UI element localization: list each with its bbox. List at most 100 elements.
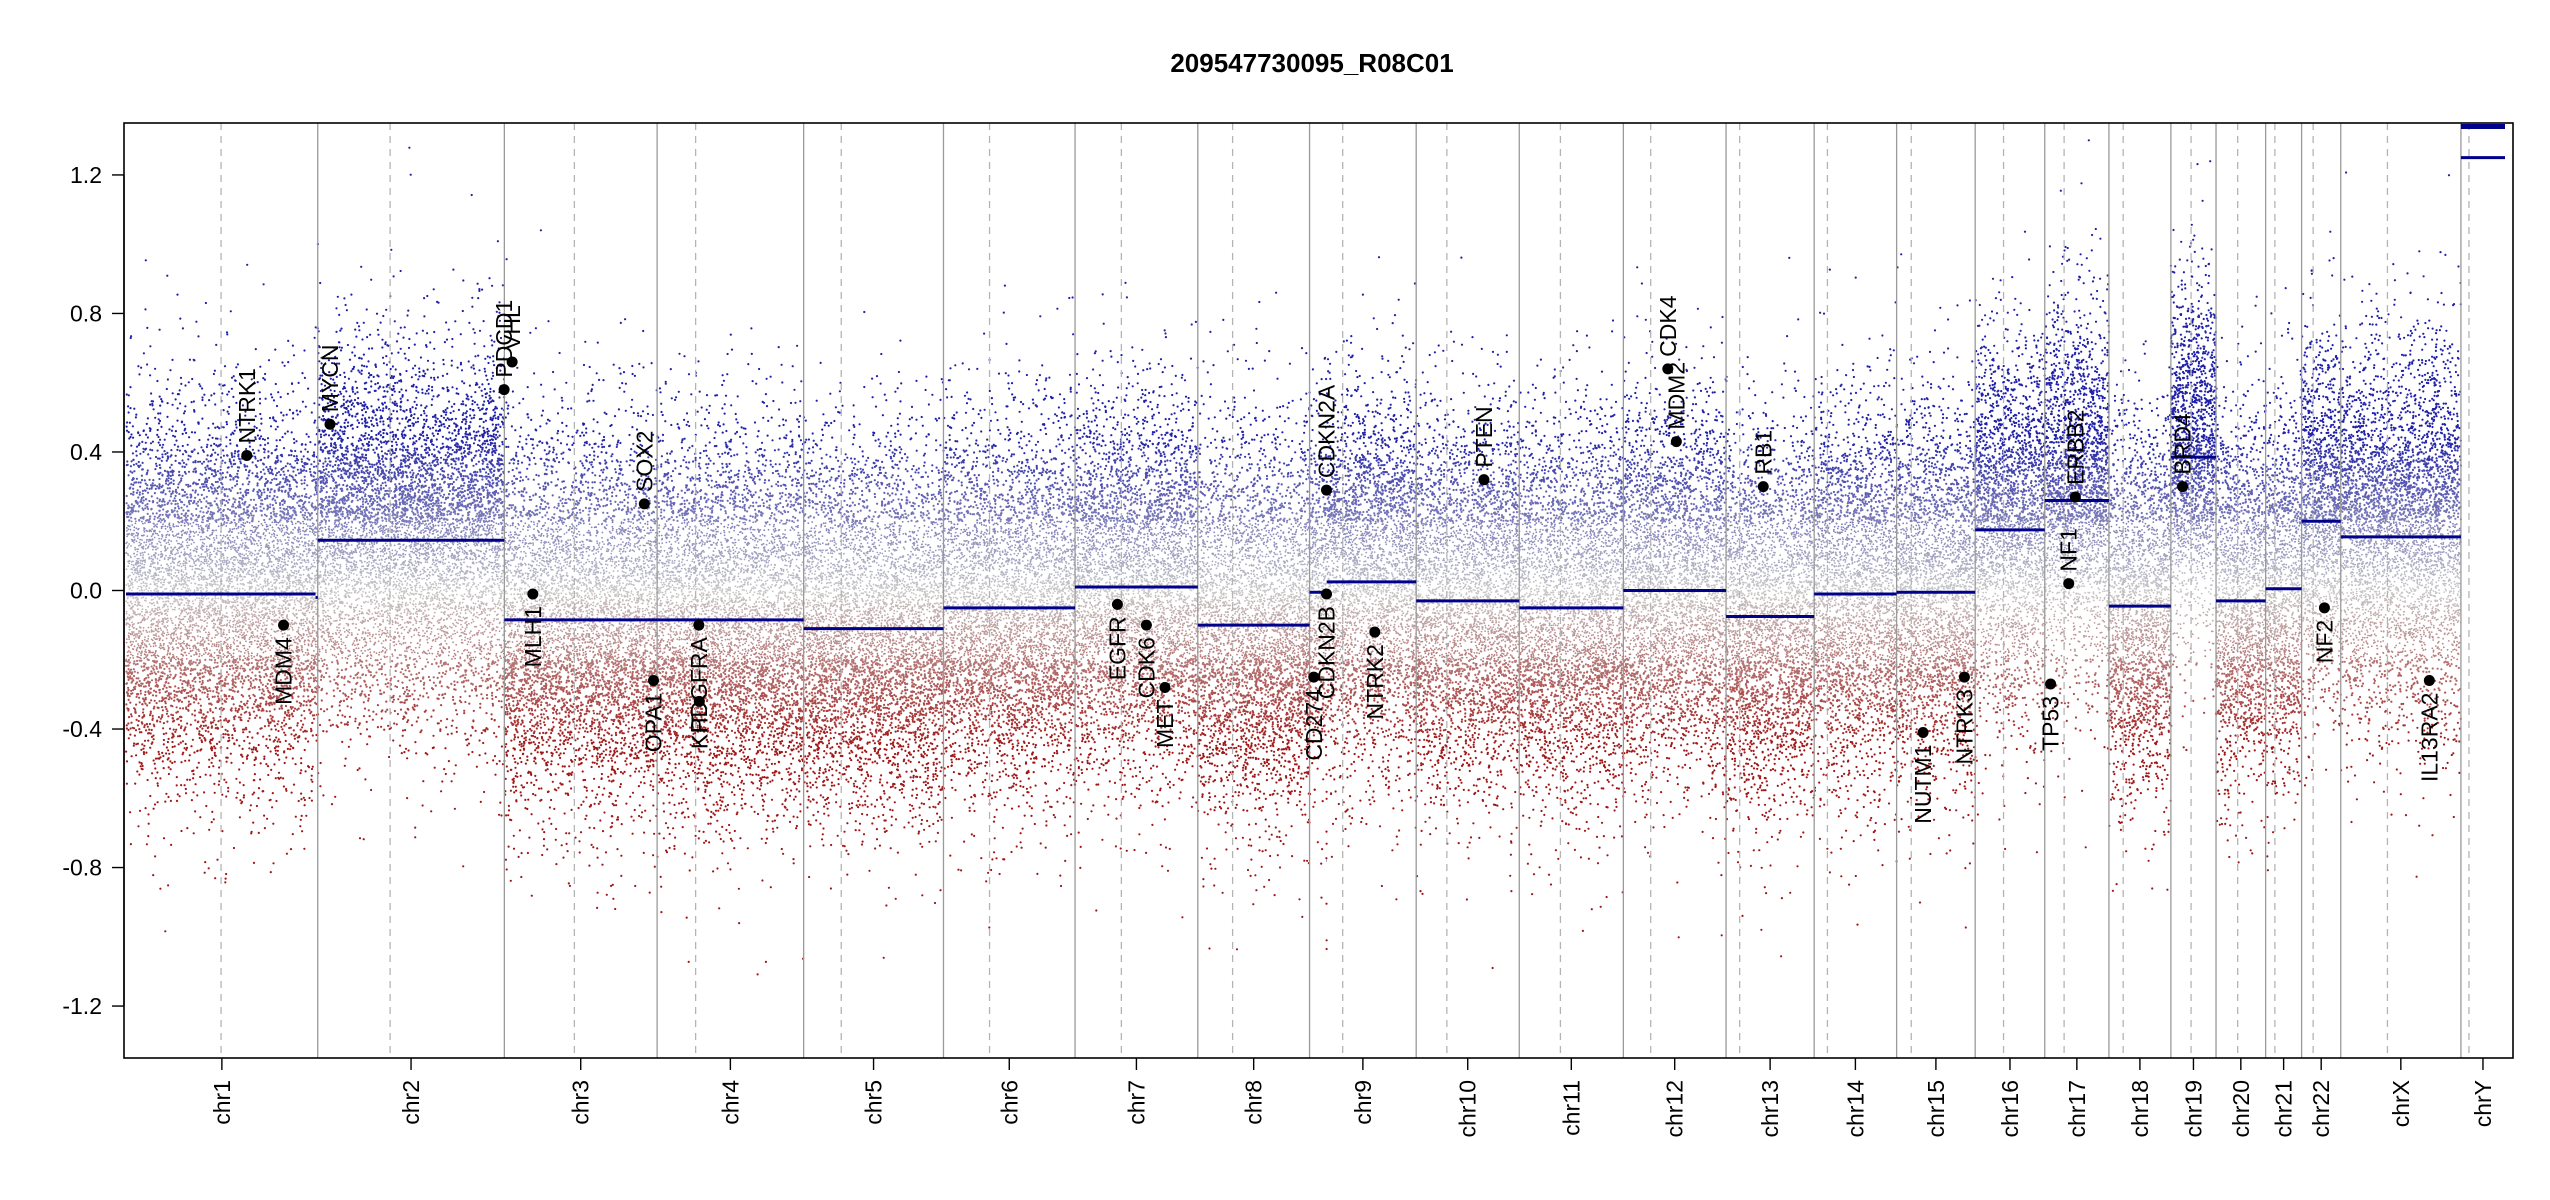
probe-point — [201, 691, 203, 693]
probe-point — [146, 487, 148, 489]
probe-point — [299, 675, 301, 677]
probe-point — [187, 538, 189, 540]
probe-point — [227, 579, 229, 581]
probe-point — [145, 548, 147, 550]
probe-point — [128, 563, 130, 565]
probe-point — [284, 433, 286, 435]
probe-point — [146, 631, 148, 633]
probe-point — [203, 489, 205, 491]
probe-point — [256, 556, 258, 558]
probe-point — [144, 531, 146, 533]
probe-point — [195, 321, 197, 323]
probe-point — [208, 598, 210, 600]
probe-point — [204, 719, 206, 721]
probe-point — [130, 843, 132, 845]
probe-point — [211, 645, 213, 647]
probe-point — [223, 629, 225, 631]
probe-point — [259, 366, 261, 368]
probe-point — [292, 390, 294, 392]
probe-point — [246, 758, 248, 760]
probe-point — [206, 496, 208, 498]
probe-point — [143, 630, 145, 632]
probe-point — [178, 642, 180, 644]
probe-point — [162, 760, 164, 762]
probe-point — [287, 393, 289, 395]
probe-point — [161, 538, 163, 540]
probe-point — [211, 762, 213, 764]
probe-point — [144, 551, 146, 553]
probe-point — [167, 480, 169, 482]
probe-point — [131, 521, 133, 523]
probe-point — [246, 573, 248, 575]
probe-point — [135, 450, 137, 452]
probe-point — [287, 544, 289, 546]
probe-point — [166, 634, 168, 636]
probe-point — [307, 636, 309, 638]
probe-point — [241, 616, 243, 618]
probe-point — [191, 401, 193, 403]
probe-point — [134, 547, 136, 549]
probe-point — [312, 630, 314, 632]
probe-point — [178, 627, 180, 629]
probe-point — [149, 345, 151, 347]
probe-point — [177, 483, 179, 485]
probe-point — [274, 725, 276, 727]
probe-point — [140, 749, 142, 751]
probe-point — [267, 618, 269, 620]
probe-point — [237, 470, 239, 472]
probe-point — [226, 676, 228, 678]
probe-point — [235, 631, 237, 633]
probe-point — [263, 756, 265, 758]
probe-point — [286, 508, 288, 510]
probe-point — [159, 464, 161, 466]
probe-point — [285, 597, 287, 599]
probe-point — [184, 578, 186, 580]
probe-point — [251, 579, 253, 581]
chart-title: 209547730095_R08C01 — [1170, 48, 1453, 78]
probe-point — [164, 673, 166, 675]
probe-point — [287, 712, 289, 714]
probe-point — [162, 508, 164, 510]
probe-point — [159, 692, 161, 694]
probe-point — [212, 717, 214, 719]
probe-point — [284, 365, 286, 367]
probe-point — [131, 568, 133, 570]
probe-point — [128, 394, 130, 396]
probe-point — [218, 784, 220, 786]
probe-point — [132, 657, 134, 659]
probe-point — [136, 554, 138, 556]
probe-point — [205, 469, 207, 471]
probe-point — [197, 335, 199, 337]
probe-point — [157, 671, 159, 673]
probe-point — [273, 579, 275, 581]
probe-point — [212, 690, 214, 692]
probe-point — [170, 585, 172, 587]
probe-point — [171, 359, 173, 361]
probe-point — [152, 549, 154, 551]
probe-point — [137, 608, 139, 610]
probe-point — [158, 538, 160, 540]
probe-point — [262, 438, 264, 440]
copy-number-plot: 209547730095_R08C01 NTRK1MDM4MYCNPDCD1VH… — [0, 0, 2550, 1200]
probe-point — [234, 678, 236, 680]
probe-point — [160, 643, 162, 645]
probe-point — [125, 665, 127, 667]
probe-point — [215, 497, 217, 499]
probe-points — [125, 139, 2462, 975]
probe-point — [135, 729, 137, 731]
probe-point — [209, 650, 211, 652]
probe-point — [234, 576, 236, 578]
probe-point — [196, 546, 198, 548]
probe-point — [291, 545, 293, 547]
probe-point — [260, 586, 262, 588]
probe-point — [190, 724, 192, 726]
probe-point — [190, 455, 192, 457]
probe-point — [158, 751, 160, 753]
probe-point — [163, 733, 165, 735]
probe-point — [312, 691, 314, 693]
probe-point — [213, 818, 215, 820]
probe-point — [216, 859, 218, 861]
probe-point — [208, 507, 210, 509]
probe-point — [167, 645, 169, 647]
probe-point — [295, 566, 297, 568]
